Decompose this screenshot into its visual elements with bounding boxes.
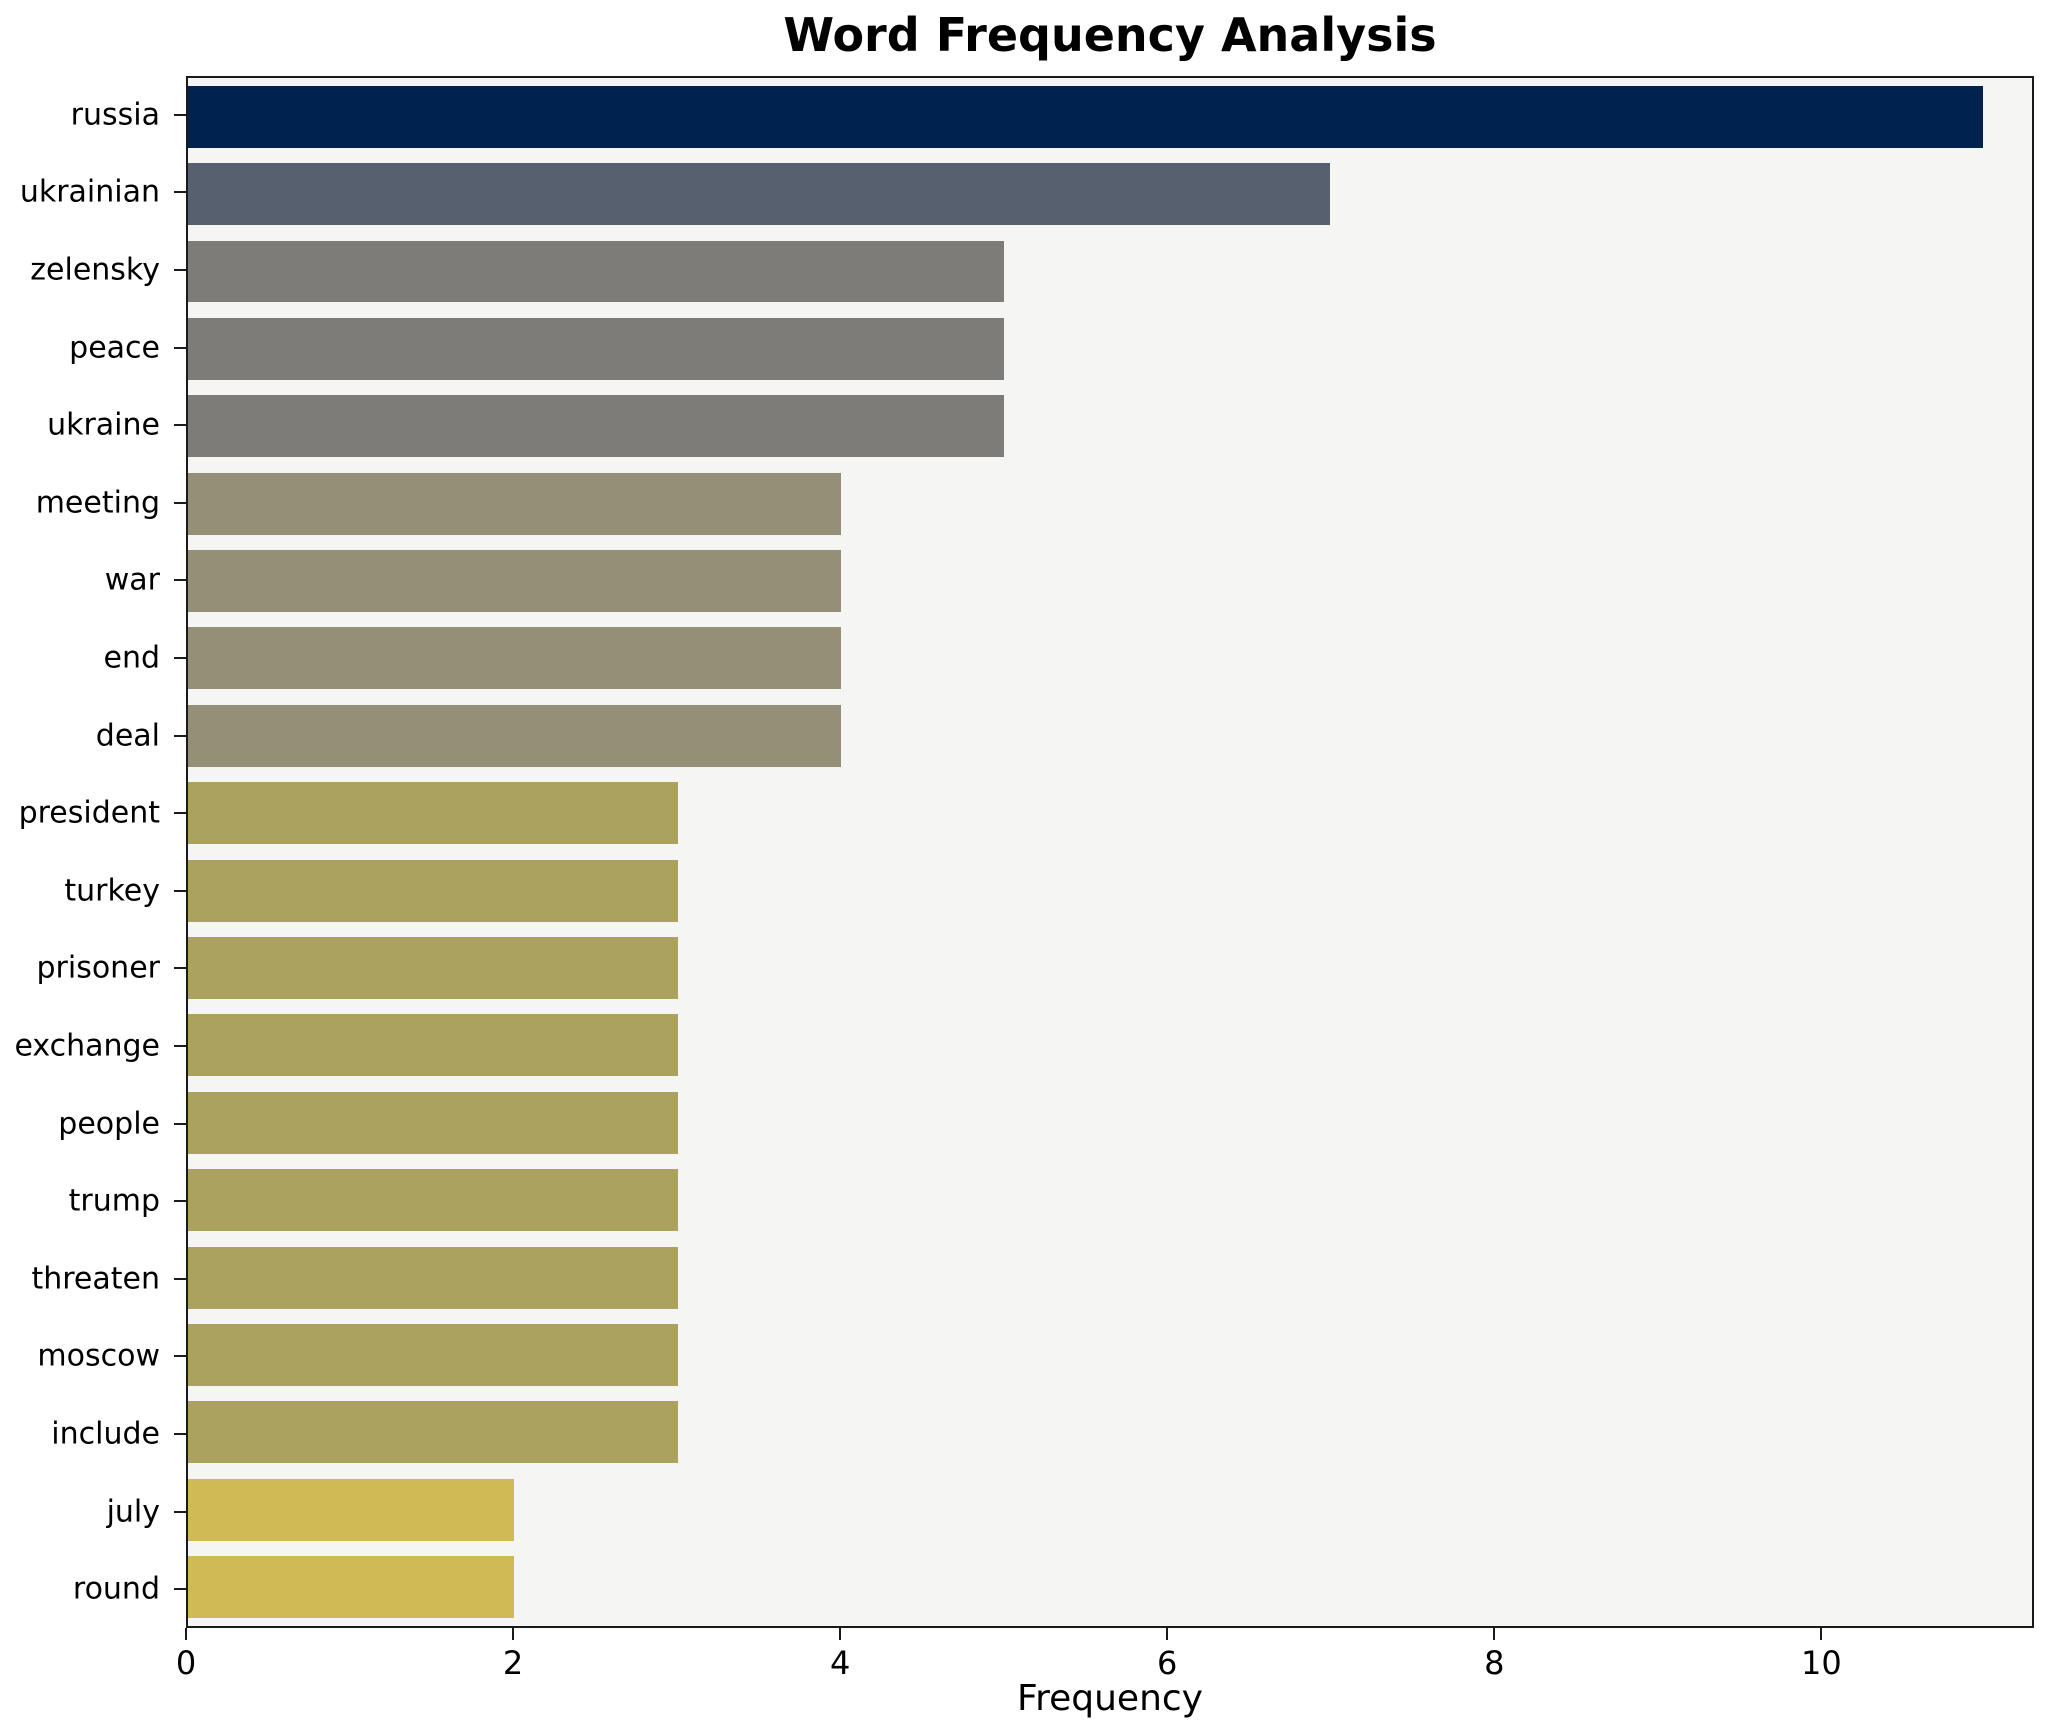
y-tick-label-deal: deal <box>95 718 160 754</box>
bar-row <box>188 620 2032 697</box>
y-tick-mark <box>174 812 186 815</box>
bar-row <box>188 852 2032 929</box>
y-tick-label-trump: trump <box>68 1183 160 1219</box>
y-tick-label-war: war <box>104 562 160 598</box>
y-tick-label-moscow: moscow <box>37 1338 160 1374</box>
y-tick-label-zelensky: zelensky <box>30 252 160 288</box>
bar-row <box>188 1084 2032 1161</box>
bar-peace <box>188 317 1004 380</box>
x-tick-mark <box>512 1628 515 1640</box>
bar-include <box>188 1401 678 1464</box>
y-tick-label-end: end <box>103 640 160 676</box>
y-tick-label-round: round <box>72 1571 160 1607</box>
bar-moscow <box>188 1323 678 1386</box>
x-tick-mark <box>1820 1628 1823 1640</box>
bar-row <box>188 929 2032 1006</box>
bar-row <box>188 1548 2032 1625</box>
x-tick-mark <box>1166 1628 1169 1640</box>
y-tick-mark <box>174 191 186 194</box>
y-tick-label-peace: peace <box>69 330 160 366</box>
bar-threaten <box>188 1246 678 1309</box>
y-tick-label-prisoner: prisoner <box>36 950 160 986</box>
bar-exchange <box>188 1014 678 1077</box>
bar-row <box>188 233 2032 310</box>
bar-row <box>188 1161 2032 1238</box>
bar-row <box>188 310 2032 387</box>
y-tick-label-exchange: exchange <box>14 1028 160 1064</box>
y-tick-mark <box>174 1200 186 1203</box>
x-tick-mark <box>185 1628 187 1640</box>
bar-turkey <box>188 859 678 922</box>
x-axis: 0 2 4 6 8 10 <box>176 1628 2034 1688</box>
bar-zelensky <box>188 240 1004 303</box>
bar-trump <box>188 1169 678 1232</box>
y-tick-mark <box>174 1433 186 1435</box>
x-tick-label-10: 10 <box>1801 1644 1842 1682</box>
y-tick-label-president: president <box>18 795 160 831</box>
bar-round <box>188 1556 515 1619</box>
bar-row <box>188 1394 2032 1471</box>
bar-end <box>188 627 841 690</box>
y-tick-mark <box>174 579 186 582</box>
x-tick-mark <box>1493 1628 1496 1640</box>
y-tick-label-ukraine: ukraine <box>47 407 160 443</box>
x-tick-label-2: 2 <box>502 1644 524 1682</box>
y-tick-label-threaten: threaten <box>31 1261 160 1297</box>
bar-row <box>188 1471 2032 1548</box>
y-tick-mark <box>174 1045 186 1047</box>
bar-ukrainian <box>188 163 1331 226</box>
chart-title: Word Frequency Analysis <box>783 8 1437 62</box>
x-tick-label-8: 8 <box>1484 1644 1505 1682</box>
bar-prisoner <box>188 937 678 999</box>
bar-row <box>188 1316 2032 1393</box>
bar-row <box>188 465 2032 542</box>
y-tick-label-russia: russia <box>70 97 160 133</box>
bar-war <box>188 550 841 612</box>
bar-ukraine <box>188 395 1004 458</box>
bar-row <box>188 1239 2032 1316</box>
y-tick-mark <box>174 501 186 504</box>
bar-row <box>188 697 2032 774</box>
y-tick-mark <box>174 889 186 892</box>
x-tick-label-0: 0 <box>175 1644 197 1682</box>
y-tick-label-turkey: turkey <box>64 873 160 909</box>
x-tick-mark <box>839 1628 842 1640</box>
y-axis: russia ukrainian zelensky peace ukraine meeti… <box>0 76 186 1628</box>
y-tick-label-include: include <box>51 1416 160 1452</box>
y-tick-label-people: people <box>58 1106 160 1142</box>
bar-people <box>188 1091 678 1154</box>
bar-president <box>188 782 678 845</box>
bar-row <box>188 542 2032 619</box>
y-tick-mark <box>174 424 186 427</box>
x-axis-label: Frequency <box>1017 1678 1203 1719</box>
y-tick-mark <box>174 1510 186 1513</box>
bar-row <box>188 78 2032 155</box>
y-tick-mark <box>174 346 186 349</box>
bar-deal <box>188 704 841 767</box>
y-tick-mark <box>174 1355 186 1358</box>
y-tick-label-meeting: meeting <box>35 485 160 521</box>
bar-row <box>188 775 2032 852</box>
y-tick-mark <box>174 1588 186 1591</box>
y-tick-mark <box>174 734 186 737</box>
y-tick-mark <box>174 269 186 271</box>
bar-meeting <box>188 472 841 535</box>
y-tick-label-july: july <box>106 1494 160 1530</box>
bar-russia <box>188 85 1984 148</box>
x-tick-label-4: 4 <box>829 1644 851 1682</box>
y-tick-mark <box>174 657 186 659</box>
y-tick-mark <box>174 967 186 970</box>
x-tick-label-6: 6 <box>1157 1644 1178 1682</box>
y-tick-mark <box>174 1277 186 1280</box>
y-tick-label-ukrainian: ukrainian <box>19 174 160 210</box>
y-tick-mark <box>174 1122 186 1125</box>
bar-row <box>188 155 2032 232</box>
bar-row <box>188 1007 2032 1084</box>
bar-row <box>188 388 2032 465</box>
bar-july <box>188 1478 515 1541</box>
plot-area <box>186 76 2034 1628</box>
y-tick-mark <box>174 113 186 116</box>
